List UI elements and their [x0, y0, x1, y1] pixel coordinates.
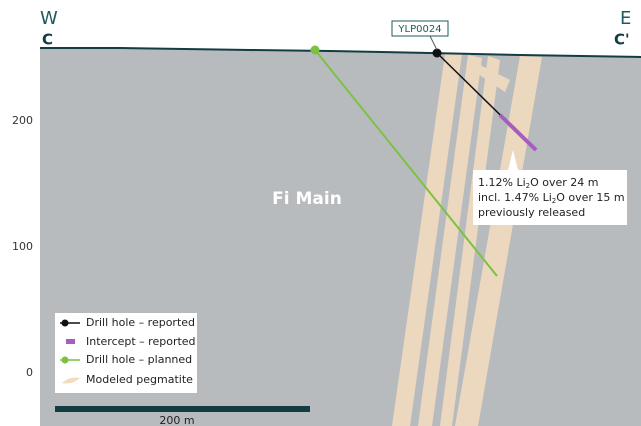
legend-label: Drill hole – planned: [86, 353, 192, 366]
elevation-label: 100: [12, 240, 33, 253]
label-leader: [429, 35, 438, 51]
annotation-text: 2: [552, 197, 556, 205]
west-mark: C: [42, 31, 53, 49]
legend-symbol: [61, 356, 69, 364]
annotation-text: 2: [526, 182, 530, 190]
reported-collar: [432, 48, 442, 58]
east-label: E: [620, 8, 631, 29]
elevation-label: 200: [12, 114, 33, 127]
annotation-text: previously released: [478, 206, 585, 219]
scale-label: 200 m: [159, 414, 194, 426]
surface-line: [40, 47, 641, 58]
east-mark: C': [614, 31, 630, 49]
annotation-text: O over 24 m: [530, 176, 598, 189]
zone-label: Fi Main: [272, 189, 342, 209]
legend-label: Drill hole – reported: [86, 316, 195, 329]
scale-bar: [55, 406, 310, 412]
legend-label: Modeled pegmatite: [86, 373, 193, 386]
planned-collar: [310, 45, 320, 55]
legend-symbol: [61, 319, 69, 327]
annotation-line: incl. 1.47% Li2O over 15 m: [478, 191, 625, 205]
annotation-text: O over 15 m: [556, 191, 624, 204]
hole-label-box: [391, 20, 449, 37]
legend-label: Intercept – reported: [86, 335, 196, 348]
legend-symbol: [62, 377, 80, 384]
legend-symbol: [66, 339, 75, 344]
west-label: W: [40, 8, 58, 29]
annotation-text: incl. 1.47% Li: [478, 191, 552, 204]
annotation-line: 1.12% Li2O over 24 m: [478, 176, 599, 190]
intercept: [498, 113, 538, 152]
hole-label: YLP0024: [397, 24, 441, 35]
planned-hole: [314, 49, 498, 277]
legend-box: [55, 313, 197, 393]
annotation-text: 1.12% Li: [478, 176, 526, 189]
annotation-box: [473, 150, 627, 225]
annotation-line: previously released: [478, 206, 585, 219]
elevation-label: 0: [26, 366, 33, 379]
